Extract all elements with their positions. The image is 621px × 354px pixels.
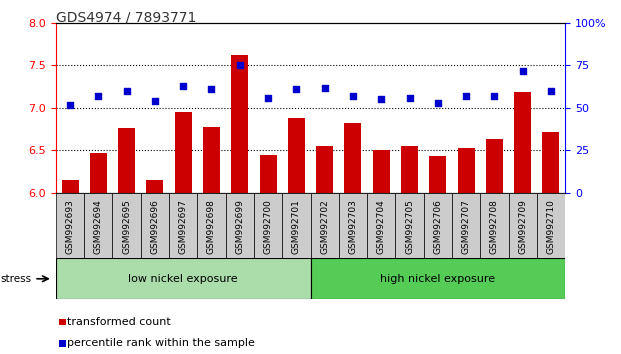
Bar	[112, 193, 141, 258]
Point	[489, 93, 499, 99]
Point	[518, 68, 528, 73]
Text: GSM992694: GSM992694	[94, 200, 103, 254]
Point	[461, 93, 471, 99]
Bar	[175, 112, 192, 193]
Point	[122, 88, 132, 94]
Bar	[452, 193, 480, 258]
Bar	[225, 193, 254, 258]
Text: percentile rank within the sample: percentile rank within the sample	[67, 338, 255, 348]
Point	[291, 86, 301, 92]
Bar	[84, 193, 112, 258]
Text: GSM992696: GSM992696	[150, 200, 160, 255]
Bar	[61, 180, 78, 193]
Bar	[509, 193, 537, 258]
Text: GSM992710: GSM992710	[546, 200, 555, 255]
Bar	[316, 146, 333, 193]
Point	[65, 102, 75, 107]
Point	[207, 86, 217, 92]
Bar	[203, 127, 220, 193]
Text: low nickel exposure: low nickel exposure	[129, 274, 238, 284]
Text: GSM992704: GSM992704	[377, 200, 386, 254]
Point	[263, 95, 273, 101]
Point	[235, 63, 245, 68]
Text: GSM992698: GSM992698	[207, 200, 216, 255]
Text: GSM992699: GSM992699	[235, 200, 244, 255]
Point	[178, 83, 188, 89]
Point	[433, 100, 443, 106]
Point	[320, 85, 330, 90]
Text: GSM992708: GSM992708	[490, 200, 499, 255]
Bar	[169, 193, 197, 258]
Text: GSM992705: GSM992705	[405, 200, 414, 255]
Bar	[56, 258, 310, 299]
Text: GSM992709: GSM992709	[518, 200, 527, 255]
Point	[404, 95, 414, 101]
Text: GSM992702: GSM992702	[320, 200, 329, 254]
Bar	[373, 150, 390, 193]
Bar	[231, 55, 248, 193]
Bar	[543, 132, 560, 193]
Bar	[514, 92, 531, 193]
Text: GSM992703: GSM992703	[348, 200, 358, 255]
Bar	[486, 139, 503, 193]
Bar	[429, 156, 446, 193]
Text: GSM992706: GSM992706	[433, 200, 442, 255]
Point	[348, 93, 358, 99]
Bar	[288, 118, 305, 193]
Bar	[260, 155, 276, 193]
Bar	[310, 258, 565, 299]
Bar	[141, 193, 169, 258]
Bar	[197, 193, 225, 258]
Bar	[254, 193, 282, 258]
Text: GSM992695: GSM992695	[122, 200, 131, 255]
Bar	[458, 148, 474, 193]
Bar	[537, 193, 565, 258]
Bar	[424, 193, 452, 258]
Bar	[339, 193, 367, 258]
Point	[150, 98, 160, 104]
Bar	[310, 193, 339, 258]
Point	[376, 97, 386, 102]
Text: transformed count: transformed count	[67, 317, 171, 327]
Bar	[396, 193, 424, 258]
Text: stress: stress	[1, 274, 32, 284]
Text: GSM992701: GSM992701	[292, 200, 301, 255]
Bar	[90, 153, 107, 193]
Point	[546, 88, 556, 94]
Bar	[147, 180, 163, 193]
Bar	[367, 193, 396, 258]
Bar	[118, 127, 135, 193]
Text: GSM992700: GSM992700	[263, 200, 273, 255]
Text: GSM992707: GSM992707	[461, 200, 471, 255]
Text: GSM992693: GSM992693	[66, 200, 75, 255]
Text: GSM992697: GSM992697	[179, 200, 188, 255]
Text: GDS4974 / 7893771: GDS4974 / 7893771	[56, 11, 196, 25]
Bar	[401, 146, 418, 193]
Bar	[345, 123, 361, 193]
Text: high nickel exposure: high nickel exposure	[380, 274, 496, 284]
Bar	[282, 193, 310, 258]
Bar	[480, 193, 509, 258]
Point	[93, 93, 103, 99]
Bar	[56, 193, 84, 258]
